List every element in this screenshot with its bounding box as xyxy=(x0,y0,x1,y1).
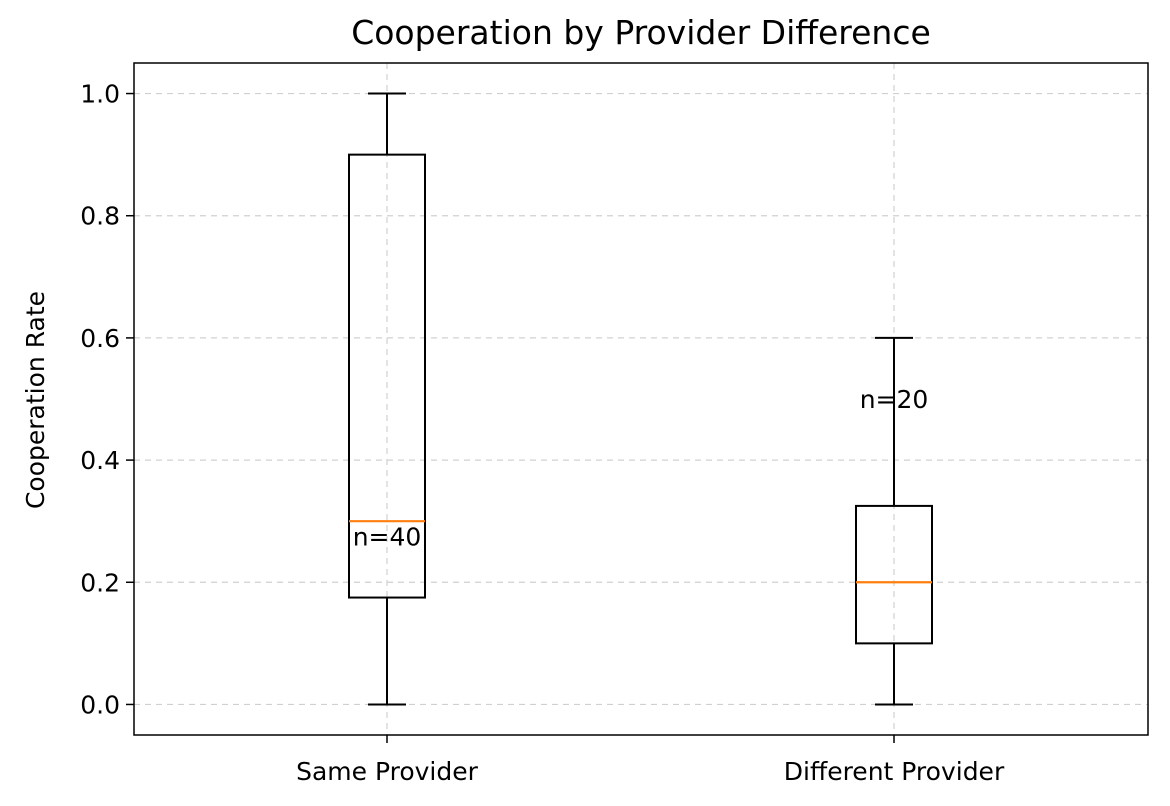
y-tick-label: 0.6 xyxy=(80,324,120,353)
y-tick-label: 0.4 xyxy=(80,446,120,475)
y-tick-label: 0.8 xyxy=(80,202,120,231)
box-group xyxy=(348,92,426,706)
n-annotation: n=40 xyxy=(353,522,422,551)
iqr-box xyxy=(855,504,933,645)
chart-title: Cooperation by Provider Difference xyxy=(351,13,931,52)
y-tick-label: 1.0 xyxy=(80,80,120,109)
box-layer xyxy=(348,92,933,706)
plot-area-frame xyxy=(133,62,1149,736)
n-annotation: n=20 xyxy=(860,385,929,414)
iqr-box xyxy=(348,153,426,599)
tick-layer: 0.0 0.2 0.4 0.6 0.8 1.0 Same Provider Different… xyxy=(80,80,1005,786)
annotation-layer: n=40 n=20 xyxy=(353,385,929,551)
box-group xyxy=(855,336,933,706)
y-tick-label: 0.0 xyxy=(80,690,120,719)
x-tick-label: Same Provider xyxy=(296,757,479,786)
y-tick-label: 0.2 xyxy=(80,568,120,597)
x-tick-label: Different Provider xyxy=(784,757,1005,786)
y-axis-label: Cooperation Rate xyxy=(21,291,50,509)
